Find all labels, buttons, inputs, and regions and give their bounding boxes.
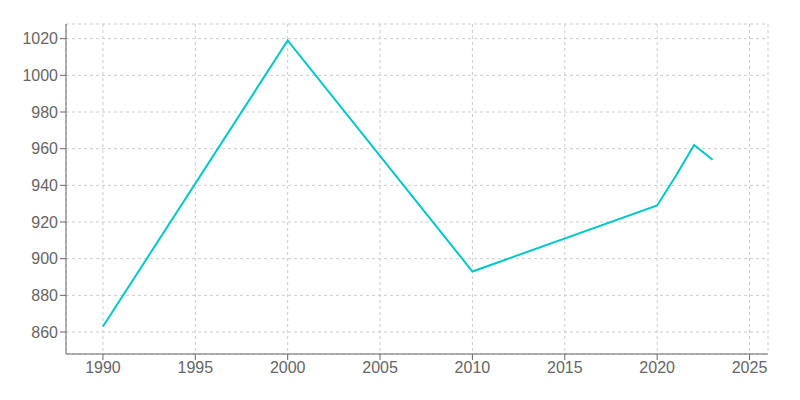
svg-text:2010: 2010: [455, 359, 491, 376]
svg-text:980: 980: [31, 104, 58, 121]
svg-text:860: 860: [31, 324, 58, 341]
svg-text:1000: 1000: [22, 67, 58, 84]
svg-text:920: 920: [31, 214, 58, 231]
svg-text:900: 900: [31, 250, 58, 267]
svg-text:960: 960: [31, 140, 58, 157]
svg-text:2025: 2025: [732, 359, 768, 376]
svg-text:2020: 2020: [639, 359, 675, 376]
svg-text:940: 940: [31, 177, 58, 194]
svg-text:2000: 2000: [270, 359, 306, 376]
svg-text:2015: 2015: [547, 359, 583, 376]
svg-text:2005: 2005: [362, 359, 398, 376]
svg-text:1990: 1990: [85, 359, 121, 376]
svg-text:1995: 1995: [178, 359, 214, 376]
svg-text:1020: 1020: [22, 30, 58, 47]
svg-text:880: 880: [31, 287, 58, 304]
